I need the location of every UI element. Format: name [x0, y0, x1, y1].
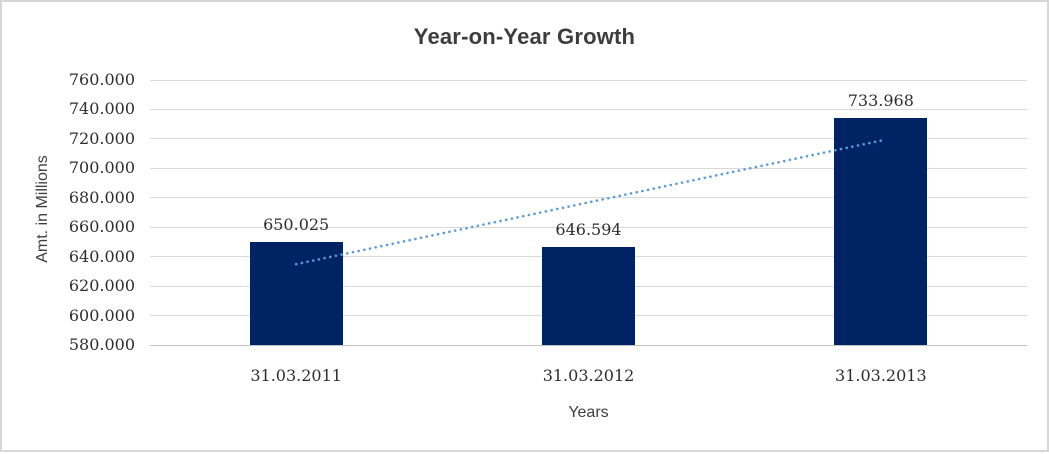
y-axis-tick-label: 640.000 [68, 246, 135, 266]
bar-31.03.2012 [542, 246, 635, 345]
y-axis-tick-label: 580.000 [68, 335, 135, 354]
y-axis-tick-label: 600.000 [68, 305, 135, 325]
gridline [150, 79, 1027, 81]
gridline [150, 108, 1027, 110]
x-axis-line [150, 344, 1027, 346]
y-axis-tick-label: 720.000 [68, 128, 135, 148]
y-axis-tick-label: 740.000 [68, 99, 135, 119]
y-axis-tick-label: 680.000 [68, 187, 135, 207]
y-axis-tick-label: 700.000 [68, 158, 135, 178]
chart-title: Year-on-Year Growth [413, 24, 636, 49]
y-axis-tick-label: 760.000 [68, 70, 135, 89]
y-axis-tick-label: 660.000 [68, 217, 135, 237]
trendline [294, 139, 883, 266]
x-axis-category-label: 31.03.2012 [542, 366, 635, 385]
x-axis-title: Years [568, 404, 609, 421]
gridline [150, 138, 1027, 140]
x-axis-category-label: 31.03.2013 [835, 366, 927, 385]
bar-31.03.2013 [834, 118, 928, 345]
x-axis-category-label: 31.03.2011 [250, 366, 342, 385]
y-axis-tick-label: 620.000 [68, 276, 135, 296]
data-label-31.03.2013: 733.968 [847, 91, 914, 111]
data-label-31.03.2011: 650.025 [263, 214, 330, 234]
data-label-31.03.2012: 646.594 [555, 219, 622, 239]
bar-31.03.2011 [249, 241, 343, 345]
